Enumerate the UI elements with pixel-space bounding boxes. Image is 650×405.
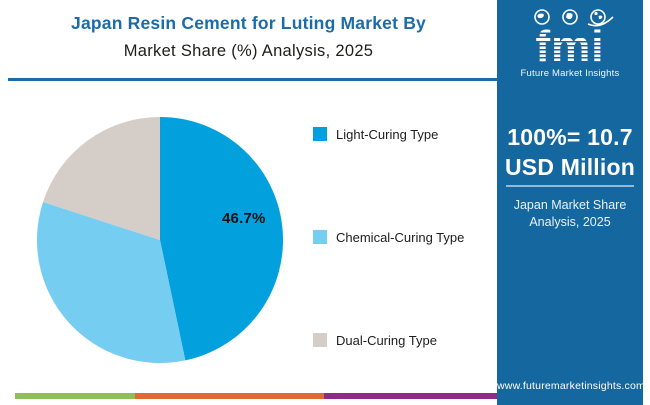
- fmi-logo: fmi Future Market Insights: [497, 8, 643, 79]
- sidebar: fmi Future Market Insights 100%= 10.7 US…: [497, 0, 645, 405]
- subtitle-line2: Analysis, 2025: [529, 215, 611, 229]
- footer-bar-orange: [135, 393, 324, 399]
- pie-chart-area: [35, 115, 285, 365]
- legend-item-light-curing: Light-Curing Type: [313, 126, 493, 142]
- page-title-line1: Japan Resin Cement for Luting Market By: [71, 13, 426, 33]
- sidebar-subtitle: Japan Market Share Analysis, 2025: [497, 197, 643, 231]
- pie-chart: [36, 117, 284, 364]
- title-divider-rule: [8, 78, 497, 81]
- pie-data-label: 46.7%: [222, 210, 266, 227]
- fmi-wordmark: fmi: [529, 22, 611, 71]
- legend-label: Dual-Curing Type: [336, 332, 437, 348]
- footer-bar-green: [15, 393, 135, 399]
- pie-slice-1: [36, 201, 186, 364]
- legend-item-chemical-curing: Chemical-Curing Type: [313, 229, 493, 245]
- legend-swatch-icon: [313, 333, 327, 347]
- pie-slice-0: [160, 117, 284, 361]
- footer-bar-purple: [324, 393, 497, 399]
- sidebar-divider: [506, 185, 634, 187]
- globe-icons: [534, 9, 614, 27]
- legend-label: Light-Curing Type: [336, 126, 439, 142]
- page-title-line2: Market Share (%) Analysis, 2025: [123, 42, 374, 60]
- brand-tagline: Future Market Insights: [520, 68, 620, 79]
- legend-swatch-icon: [313, 127, 327, 141]
- header: Japan Resin Cement for Luting Market By …: [0, 0, 497, 61]
- subtitle-line1: Japan Market Share: [513, 198, 627, 212]
- stat-line2: USD Million: [505, 154, 635, 180]
- legend-swatch-icon: [313, 230, 327, 244]
- market-value-stat: 100%= 10.7 USD Million: [497, 122, 643, 182]
- legend: Light-Curing Type Chemical-Curing Type D…: [313, 126, 493, 405]
- legend-label: Chemical-Curing Type: [336, 229, 465, 245]
- website-link[interactable]: www.futuremarketinsights.com: [497, 380, 645, 392]
- stat-line1: 100%= 10.7: [507, 124, 633, 150]
- pie-slice-2: [43, 117, 160, 240]
- legend-item-dual-curing: Dual-Curing Type: [313, 332, 493, 348]
